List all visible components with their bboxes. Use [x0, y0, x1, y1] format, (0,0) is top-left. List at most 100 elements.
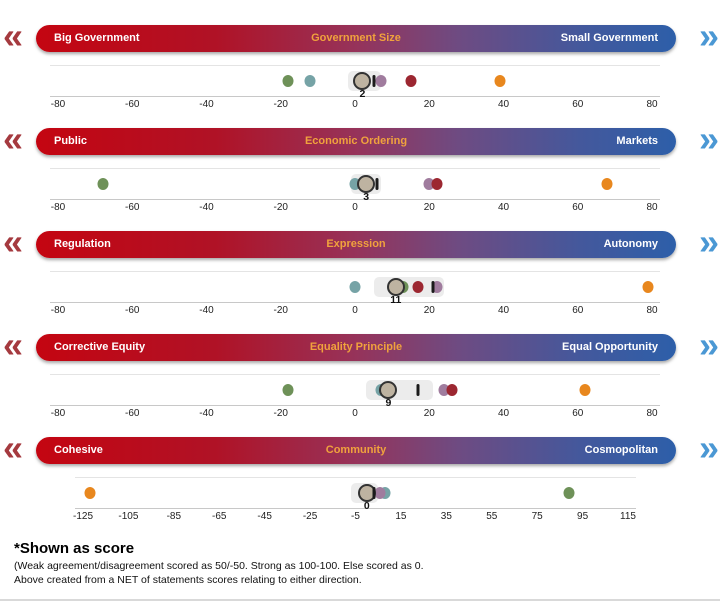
score-tick-marker [375, 178, 379, 190]
score-value-label: 2 [359, 88, 366, 100]
main-score-marker [386, 278, 405, 296]
axis-tick-label: 40 [497, 202, 510, 213]
left-pole-label: Big Government [54, 32, 140, 44]
axis-tick-label: 115 [620, 511, 636, 522]
dot-mauve [438, 384, 450, 396]
dot-plot: 2 -80 -60 -40 -20 0 20 40 60 80 [50, 65, 660, 111]
dot-mauve [431, 281, 443, 293]
axis-line [50, 302, 660, 303]
right-pole-label: Equal Opportunity [562, 341, 658, 353]
axis-tick-label: -80 [50, 99, 66, 110]
section-community: « Cohesive Community Cosmopolitan » 0 -12… [0, 428, 720, 523]
axis-tick-label: 0 [352, 305, 358, 316]
right-pole-label: Autonomy [603, 238, 658, 250]
left-chevrons-icon: « [3, 427, 23, 468]
dimension-banner: « Big Government Government Size Small G… [0, 16, 720, 56]
axis-tick-label: -5 [351, 511, 360, 522]
score-value-label: 9 [385, 397, 392, 409]
axis-tick-label: 40 [497, 305, 510, 316]
axis-tick-label: 20 [423, 99, 435, 110]
left-pole-label: Regulation [54, 238, 111, 250]
axis-tick-label: -60 [125, 305, 140, 316]
axis-tick-label: 60 [572, 99, 584, 110]
right-pole-label: Small Government [560, 32, 658, 44]
dot-green [282, 384, 294, 396]
dimension-title: Economic Ordering [304, 135, 408, 147]
score-value-label: 11 [390, 294, 402, 306]
dot-mauve [423, 178, 435, 190]
axis-tick-label: 75 [531, 511, 543, 522]
footnote-line-2: Above created from a NET of statements s… [14, 574, 362, 586]
left-chevrons-icon: « [3, 221, 23, 262]
axis-tick-label: -20 [273, 408, 288, 419]
axis-tick-label: -65 [212, 511, 227, 522]
axis-tick-label: 20 [423, 202, 435, 213]
footnote-line-1: (Weak agreement/disagreement scored as 5… [14, 560, 424, 572]
left-chevrons-icon: « [3, 118, 23, 159]
axis-tick-label: -40 [199, 408, 214, 419]
dot-teal [349, 178, 361, 190]
section-expression: « Regulation Expression Autonomy » 11 -80… [0, 222, 720, 317]
dot-orange [601, 178, 613, 190]
score-tick-marker [431, 281, 435, 293]
axis-tick-label: -80 [50, 408, 66, 419]
plot-top-gridline [50, 374, 660, 375]
score-value-label: 3 [363, 191, 370, 203]
axis-tick-label: 60 [572, 408, 584, 419]
plot-top-gridline [75, 477, 636, 478]
right-pole-label: Markets [616, 135, 658, 147]
dimension-banner: « Regulation Expression Autonomy » [0, 222, 720, 262]
axis-tick-label: 60 [572, 305, 584, 316]
axis-tick-label: -40 [199, 305, 214, 316]
axis-tick-label: -105 [118, 511, 139, 522]
axis-tick-label: -40 [199, 99, 214, 110]
dot-dark_red [412, 281, 424, 293]
axis-tick-label: 60 [572, 202, 584, 213]
dot-orange [84, 487, 96, 499]
footnote: *Shown as score (Weak agreement/disagree… [14, 540, 720, 587]
dot-dark_red [431, 178, 443, 190]
dot-dark_red [405, 75, 417, 87]
section-economic-ordering: « Public Economic Ordering Markets » 3 -8… [0, 119, 720, 214]
axis-tick-label: 80 [646, 202, 658, 213]
plot-top-gridline [50, 65, 660, 66]
dot-orange [642, 281, 654, 293]
axis-tick-label: 20 [423, 408, 435, 419]
dot-plot: 9 -80 -60 -40 -20 0 20 40 60 80 [50, 374, 660, 420]
score-value-label: 0 [363, 500, 370, 512]
dot-mauve [375, 75, 387, 87]
left-chevrons-icon: « [3, 324, 23, 365]
dot-dark_red [446, 384, 458, 396]
gradient-banner: Cohesive Community Cosmopolitan [36, 437, 676, 464]
axis-tick-label: -45 [257, 511, 272, 522]
axis-tick-label: -85 [166, 511, 182, 522]
dot-orange [579, 384, 591, 396]
axis-tick-label: -80 [50, 305, 66, 316]
axis-tick-label: -60 [125, 99, 140, 110]
dot-plot: 11 -80 -60 -40 -20 0 20 40 60 80 [50, 271, 660, 317]
axis-tick-label: -40 [199, 202, 214, 213]
dimension-title: Expression [326, 238, 386, 250]
dot-orange [494, 75, 506, 87]
section-equality-principle: « Corrective Equity Equality Principle E… [0, 325, 720, 420]
plot-top-gridline [50, 168, 660, 169]
dot-mauve [374, 487, 386, 499]
axis-tick-label: -25 [302, 511, 318, 522]
axis-line [50, 96, 660, 97]
right-chevrons-icon: » [698, 118, 719, 159]
dimension-title: Government Size [311, 32, 401, 44]
section-government-size: « Big Government Government Size Small G… [0, 16, 720, 111]
axis-tick-label: 0 [352, 202, 358, 213]
axis-tick-label: 15 [395, 511, 407, 522]
axis-tick-label: 35 [440, 511, 452, 522]
axis-line [50, 405, 660, 406]
axis-tick-label: -80 [50, 202, 66, 213]
gradient-banner: Corrective Equity Equality Principle Equ… [36, 334, 676, 361]
right-chevrons-icon: » [698, 427, 719, 468]
score-tick-marker [372, 487, 376, 499]
dot-green [282, 75, 294, 87]
right-chevrons-icon: » [698, 221, 719, 262]
axis-tick-label: 0 [352, 99, 358, 110]
footnote-title: *Shown as score [14, 540, 135, 557]
